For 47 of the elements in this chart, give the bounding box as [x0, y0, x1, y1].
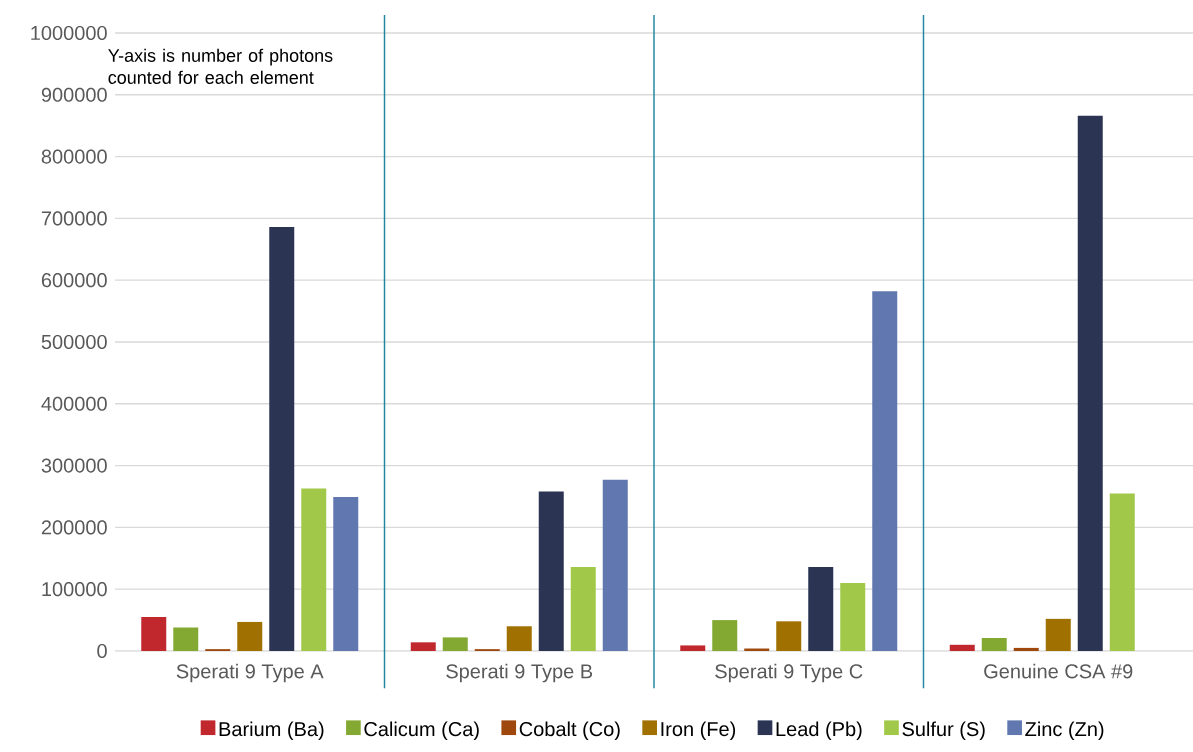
y-tick-label: 600000: [41, 273, 107, 288]
y-tick-label: 1000000: [31, 25, 107, 41]
bar: [1109, 493, 1135, 651]
bar: [237, 621, 263, 651]
bar: [776, 621, 802, 651]
x-tick-label: Genuine CSA #9: [984, 663, 1133, 679]
x-tick-label: Sperati 9 Type B: [446, 663, 593, 683]
bar: [173, 627, 199, 651]
legend-label: Sulfur (S): [902, 721, 985, 741]
bar: [141, 617, 167, 651]
bar: [506, 626, 532, 651]
bar: [410, 642, 436, 651]
bar: [1013, 647, 1039, 651]
y-tick-label: 200000: [41, 520, 107, 535]
y-tick-label: 500000: [41, 334, 107, 350]
y-tick-label: 300000: [41, 458, 107, 473]
y-tick-label: 400000: [41, 396, 107, 411]
bar: [269, 227, 295, 651]
y-tick-label: 800000: [41, 149, 107, 164]
y-tick-label: 100000: [42, 582, 107, 597]
bar: [1045, 618, 1071, 651]
x-tick-label: Sperati 9 Type A: [176, 663, 324, 683]
bar: [808, 566, 834, 651]
bar: [981, 638, 1007, 651]
bar: [872, 291, 898, 651]
legend-label: Lead (Pb): [776, 721, 862, 741]
y-tick-label: 700000: [41, 211, 107, 226]
bar: [538, 491, 564, 651]
legend-label: Calicum (Ca): [364, 721, 479, 741]
bar: [442, 637, 468, 651]
bar: [602, 479, 628, 651]
legend-label: Iron (Fe): [661, 721, 736, 741]
y-tick-label: 900000: [41, 87, 107, 102]
legend-label: Barium (Ba): [219, 721, 324, 741]
x-tick-label: Sperati 9 Type C: [715, 663, 863, 683]
bar: [333, 497, 359, 651]
legend-label: Cobalt (Co): [519, 721, 620, 741]
legend-label: Zinc (Zn): [1025, 721, 1104, 741]
bar: [1077, 115, 1103, 651]
bar: [949, 644, 975, 651]
bar: [712, 620, 738, 651]
y-tick-label: 0: [97, 643, 107, 659]
bar: [680, 645, 706, 651]
bar: [301, 488, 327, 651]
annotation: Y-axis is number of photons counted for each element: [108, 48, 333, 84]
bar: [570, 566, 596, 651]
bar: [840, 583, 866, 651]
